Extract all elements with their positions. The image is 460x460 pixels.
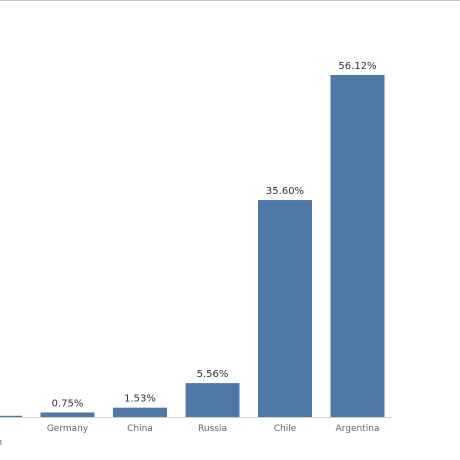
category-label-chile: Chile <box>274 424 297 434</box>
value-label-argentina: 56.12% <box>338 61 376 72</box>
category-labels-group: ed om Germany China Russia Chile Argentina <box>0 424 379 448</box>
category-label-germany: Germany <box>47 424 89 434</box>
category-label-argentina: Argentina <box>336 424 380 434</box>
bar-argentina[interactable] <box>330 75 385 417</box>
bar-germany[interactable] <box>40 412 95 417</box>
bar-russia[interactable] <box>185 383 240 417</box>
bar-chile[interactable] <box>258 200 312 417</box>
category-label-russia: Russia <box>198 424 227 434</box>
value-labels-group: %0.75%1.53%5.56%35.60%56.12% <box>52 61 377 409</box>
bar-united-kingdom[interactable] <box>0 415 22 417</box>
bar-china[interactable] <box>113 407 167 417</box>
bars-group <box>0 75 385 417</box>
value-label-russia: 5.56% <box>197 369 229 380</box>
category-label-united-kingdom-line-1: ed <box>0 424 1 434</box>
category-label-china: China <box>127 424 153 434</box>
value-label-china: 1.53% <box>124 394 156 405</box>
value-label-germany: 0.75% <box>52 398 84 409</box>
category-label-united-kingdom-line-2: om <box>0 438 2 448</box>
value-label-chile: 35.60% <box>266 186 304 197</box>
